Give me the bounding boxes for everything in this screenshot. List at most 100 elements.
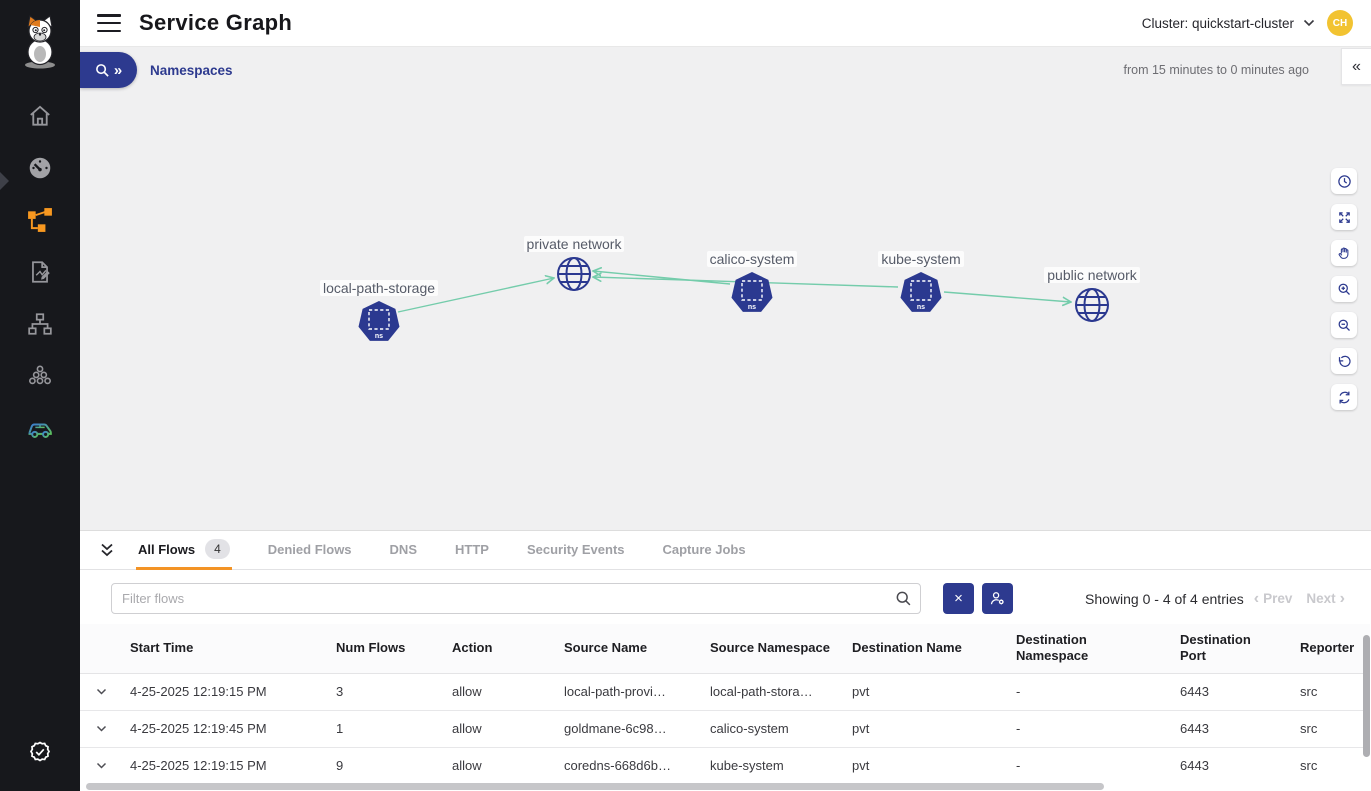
sidebar-item-service-graph[interactable] bbox=[25, 205, 55, 235]
cluster-circles-icon bbox=[27, 363, 53, 389]
tab-security-events[interactable]: Security Events bbox=[526, 541, 625, 557]
sidebar-item-calico-cloud[interactable] bbox=[25, 413, 55, 443]
time-settings-button[interactable] bbox=[1331, 168, 1357, 194]
pan-button[interactable] bbox=[1331, 240, 1357, 266]
calico-logo[interactable] bbox=[18, 14, 62, 75]
filter-flows-input[interactable] bbox=[111, 583, 921, 614]
page-title: Service Graph bbox=[139, 10, 293, 35]
table-row[interactable]: 4-25-2025 12:19:15 PM 9 allow coredns-66… bbox=[80, 746, 1370, 784]
breadcrumb[interactable]: Namespaces bbox=[150, 62, 233, 78]
row-expand-icon[interactable] bbox=[96, 688, 107, 696]
undo-icon bbox=[1337, 354, 1352, 369]
pagination-summary: Showing 0 - 4 of 4 entries bbox=[1085, 590, 1244, 607]
sidebar bbox=[0, 0, 80, 791]
graph-node-public-network[interactable]: public network bbox=[1032, 267, 1152, 324]
chevron-double-left-icon: « bbox=[1352, 57, 1361, 75]
refresh-button[interactable] bbox=[1331, 384, 1357, 410]
car-icon bbox=[26, 414, 54, 442]
tab-denied-flows[interactable]: Denied Flows bbox=[267, 541, 352, 557]
network-globe-icon bbox=[1073, 286, 1111, 324]
graph-toolbar: » Namespaces from 15 minutes to 0 minute… bbox=[80, 47, 1371, 93]
sidebar-item-dashboard[interactable] bbox=[25, 153, 55, 183]
search-icon bbox=[95, 63, 110, 78]
flow-count-badge: 4 bbox=[205, 539, 230, 559]
col-source-namespace[interactable]: Source Namespace bbox=[700, 624, 842, 673]
home-icon bbox=[27, 103, 53, 129]
refresh-icon bbox=[1337, 390, 1352, 405]
flow-settings-button[interactable] bbox=[982, 583, 1013, 614]
node-label: calico-system bbox=[706, 251, 798, 267]
undo-layout-button[interactable] bbox=[1331, 348, 1357, 374]
col-destination-namespace[interactable]: Destination Namespace bbox=[1006, 624, 1170, 673]
sidebar-item-verified[interactable] bbox=[25, 737, 55, 767]
row-expand-icon[interactable] bbox=[96, 762, 107, 770]
user-gear-icon bbox=[989, 590, 1006, 607]
search-icon[interactable] bbox=[895, 590, 912, 607]
report-edit-icon bbox=[27, 259, 53, 285]
time-range-label: from 15 minutes to 0 minutes ago bbox=[1123, 63, 1309, 77]
horizontal-scrollbar[interactable] bbox=[86, 783, 1104, 790]
table-header-row: Start Time Num Flows Action Source Name … bbox=[80, 624, 1370, 673]
zoom-out-icon bbox=[1337, 318, 1352, 333]
sidebar-item-clusters[interactable] bbox=[25, 361, 55, 391]
col-num-flows[interactable]: Num Flows bbox=[326, 624, 442, 673]
table-row[interactable]: 4-25-2025 12:19:15 PM 3 allow local-path… bbox=[80, 673, 1370, 710]
col-reporter[interactable]: Reporter bbox=[1290, 624, 1370, 673]
service-graph-canvas[interactable]: local-path-storage ns private network ca… bbox=[80, 93, 1371, 530]
tab-capture-jobs[interactable]: Capture Jobs bbox=[662, 541, 746, 557]
collapse-panel-button[interactable] bbox=[96, 539, 118, 561]
cluster-selector[interactable]: Cluster: quickstart-cluster bbox=[1142, 16, 1315, 31]
right-panel-toggle[interactable]: « bbox=[1341, 48, 1371, 85]
fit-screen-button[interactable] bbox=[1331, 204, 1357, 230]
avatar[interactable]: CH bbox=[1327, 10, 1353, 36]
clock-icon bbox=[1337, 174, 1352, 189]
graph-node-local-path-storage[interactable]: local-path-storage ns bbox=[312, 280, 446, 345]
node-label: private network bbox=[523, 236, 625, 252]
network-tree-icon bbox=[27, 311, 53, 337]
service-graph-icon bbox=[27, 207, 53, 233]
sidebar-item-network[interactable] bbox=[25, 309, 55, 339]
graph-controls bbox=[1331, 168, 1357, 410]
col-start-time[interactable]: Start Time bbox=[120, 624, 326, 673]
namespace-node-icon: ns bbox=[357, 299, 401, 345]
graph-node-private-network[interactable]: private network bbox=[514, 236, 634, 293]
chevron-double-down-icon bbox=[99, 542, 115, 558]
cluster-label: Cluster: quickstart-cluster bbox=[1141, 15, 1294, 31]
zoom-out-button[interactable] bbox=[1331, 312, 1357, 338]
active-item-notch bbox=[0, 172, 9, 190]
sidebar-item-home[interactable] bbox=[25, 101, 55, 131]
next-page-button[interactable]: Next › bbox=[1306, 589, 1345, 607]
flows-panel: All Flows 4 Denied Flows DNS HTTP Securi… bbox=[80, 530, 1371, 791]
clear-filter-button[interactable]: × bbox=[943, 583, 974, 614]
sidebar-item-reports[interactable] bbox=[25, 257, 55, 287]
tab-http[interactable]: HTTP bbox=[455, 541, 489, 557]
col-action[interactable]: Action bbox=[442, 624, 554, 673]
graph-node-calico-system[interactable]: calico-system ns bbox=[692, 251, 812, 316]
col-source-name[interactable]: Source Name bbox=[554, 624, 700, 673]
prev-page-button[interactable]: ‹ Prev bbox=[1253, 589, 1293, 607]
chevron-double-right-icon: » bbox=[113, 61, 123, 79]
close-icon: × bbox=[954, 590, 963, 607]
col-destination-name[interactable]: Destination Name bbox=[842, 624, 1006, 673]
vertical-scrollbar[interactable] bbox=[1363, 635, 1370, 757]
graph-search-button[interactable]: » bbox=[80, 52, 137, 88]
menu-icon[interactable] bbox=[97, 14, 121, 32]
verified-badge-icon bbox=[27, 739, 53, 765]
svg-text:ns: ns bbox=[917, 304, 925, 311]
network-globe-icon bbox=[555, 255, 593, 293]
chevron-down-icon bbox=[1303, 19, 1315, 27]
tab-all-flows[interactable]: All Flows 4 bbox=[136, 532, 232, 570]
svg-text:ns: ns bbox=[748, 304, 756, 311]
filter-row: × Showing 0 - 4 of 4 entries ‹ Prev Next… bbox=[80, 570, 1371, 624]
top-bar: Service Graph Cluster: quickstart-cluste… bbox=[80, 0, 1371, 47]
zoom-in-button[interactable] bbox=[1331, 276, 1357, 302]
namespace-node-icon: ns bbox=[730, 270, 774, 316]
flows-tabs: All Flows 4 Denied Flows DNS HTTP Securi… bbox=[80, 531, 1371, 570]
col-destination-port[interactable]: Destination Port bbox=[1170, 624, 1290, 673]
row-expand-icon[interactable] bbox=[96, 725, 107, 733]
table-row[interactable]: 4-25-2025 12:19:45 PM 1 allow goldmane-6… bbox=[80, 709, 1370, 747]
expand-arrows-icon bbox=[1337, 210, 1352, 225]
flows-table: Start Time Num Flows Action Source Name … bbox=[80, 624, 1371, 784]
graph-node-kube-system[interactable]: kube-system ns bbox=[861, 251, 981, 316]
tab-dns[interactable]: DNS bbox=[389, 541, 417, 557]
